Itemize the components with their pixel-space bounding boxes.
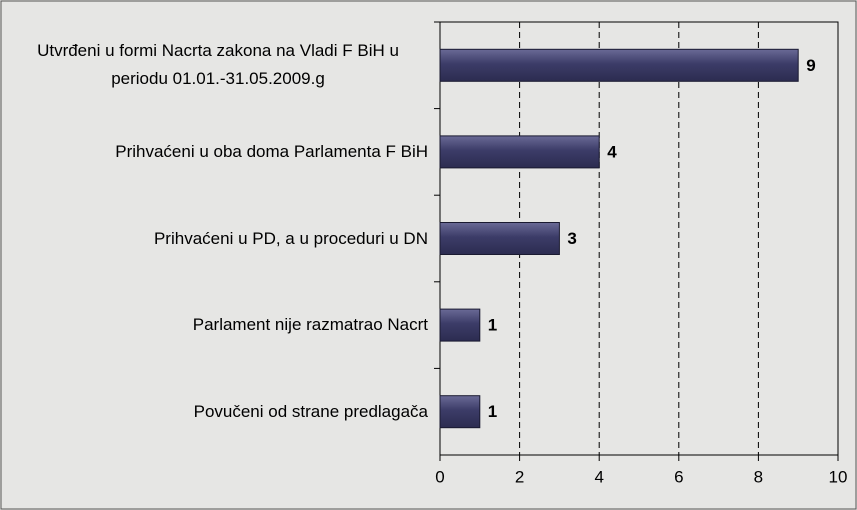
category-text: Utvrđeni u formi Nacrta zakona na Vladi … [37, 41, 399, 89]
category-label: Prihvaćeni u PD, a u proceduri u DN [0, 199, 428, 279]
x-tick-label: 8 [754, 467, 763, 486]
bar [439, 48, 799, 82]
x-tick-label: 2 [515, 467, 524, 486]
data-label: 1 [488, 402, 497, 421]
data-label: 3 [567, 229, 576, 248]
x-tick-label: 6 [674, 467, 683, 486]
bar [439, 222, 560, 255]
data-label: 9 [806, 56, 815, 75]
category-label: Prihvaćeni u oba doma Parlamenta F BiH [0, 112, 428, 192]
category-text: Prihvaćeni u oba doma Parlamenta F BiH [115, 141, 428, 161]
bar [439, 395, 481, 429]
category-label: Parlament nije razmatrao Nacrt [0, 285, 428, 365]
category-label: Utvrđeni u formi Nacrta zakona na Vladi … [0, 25, 428, 105]
x-tick-label: 0 [435, 467, 444, 486]
bar [439, 308, 481, 342]
category-text: Prihvaćeni u PD, a u proceduri u DN [153, 228, 428, 248]
data-label: 1 [488, 316, 497, 335]
x-tick-label: 10 [829, 467, 848, 486]
category-label: Povučeni od strane predlagača [0, 372, 428, 452]
category-text: Povučeni od strane predlagača [193, 401, 428, 421]
bar [439, 135, 600, 169]
x-tick-label: 4 [594, 467, 603, 486]
data-label: 4 [607, 142, 617, 161]
category-text: Parlament nije razmatrao Nacrt [192, 315, 428, 335]
